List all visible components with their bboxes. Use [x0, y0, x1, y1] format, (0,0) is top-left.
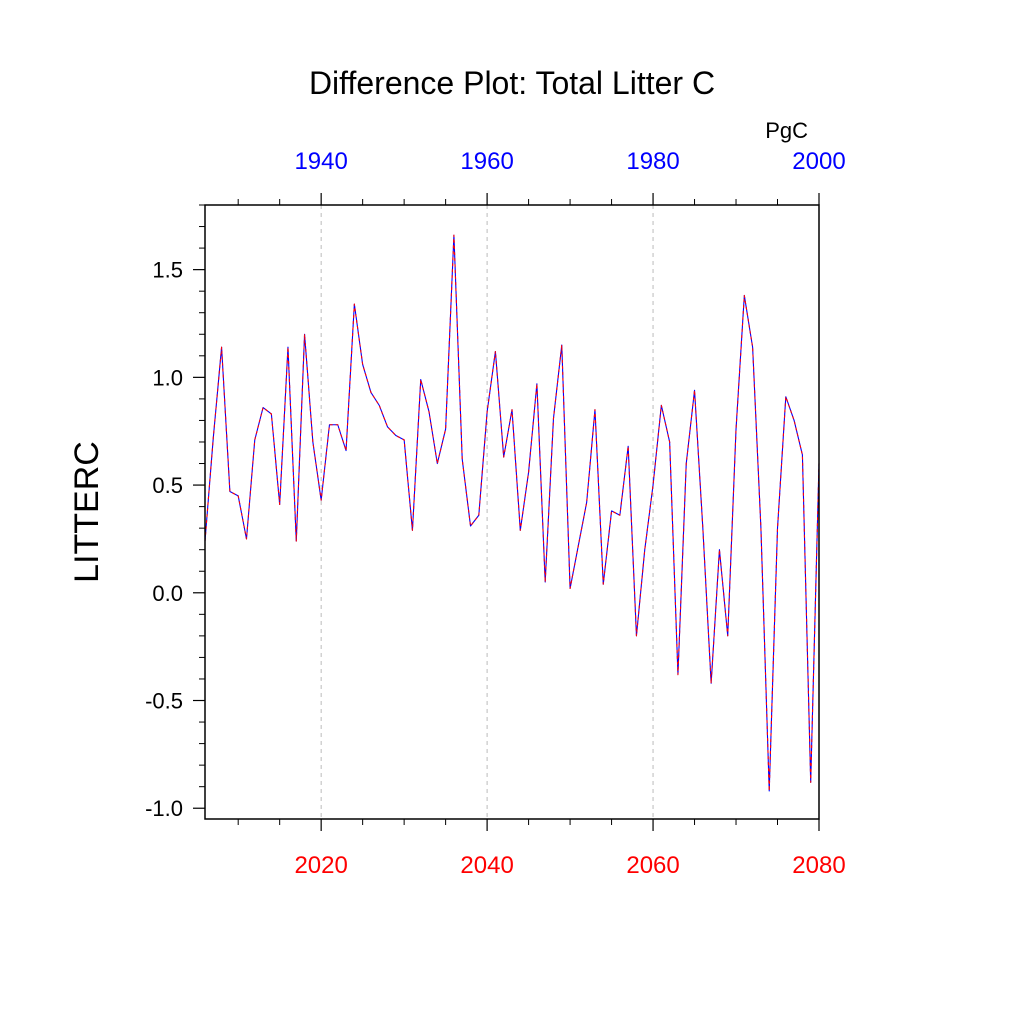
x-bottom-tick-label: 2040 — [460, 852, 513, 879]
x-top-tick-label: 1960 — [460, 148, 513, 175]
axes: 1.5 1.0 0.5 0.0 -0.5 -1.0 2020 2040 2060 2080 1940… — [145, 148, 846, 879]
data-series — [204, 234, 820, 792]
y-tick-label: 0.5 — [152, 473, 183, 498]
x-bottom-tick-label: 2060 — [626, 852, 679, 879]
y-tick-label: -1.0 — [145, 796, 183, 821]
grid-lines — [320, 205, 654, 819]
y-tick-label: 1.0 — [152, 365, 183, 390]
x-bottom-tick-label: 2080 — [792, 852, 845, 879]
y-tick-label: -0.5 — [145, 689, 183, 714]
plot-frame — [204, 204, 820, 820]
y-tick-label: 0.0 — [152, 581, 183, 606]
y-tick-label: 1.5 — [152, 258, 183, 283]
units-label: PgC — [765, 118, 808, 143]
chart-title: Difference Plot: Total Litter C — [309, 65, 715, 101]
x-bottom-tick-label: 2020 — [294, 852, 347, 879]
x-top-tick-label: 2000 — [792, 148, 845, 175]
x-top-tick-label: 1940 — [294, 148, 347, 175]
x-top-tick-label: 1980 — [626, 148, 679, 175]
series-line — [204, 234, 820, 792]
y-axis-label: LITTERC — [68, 441, 106, 583]
series-line — [204, 234, 820, 792]
